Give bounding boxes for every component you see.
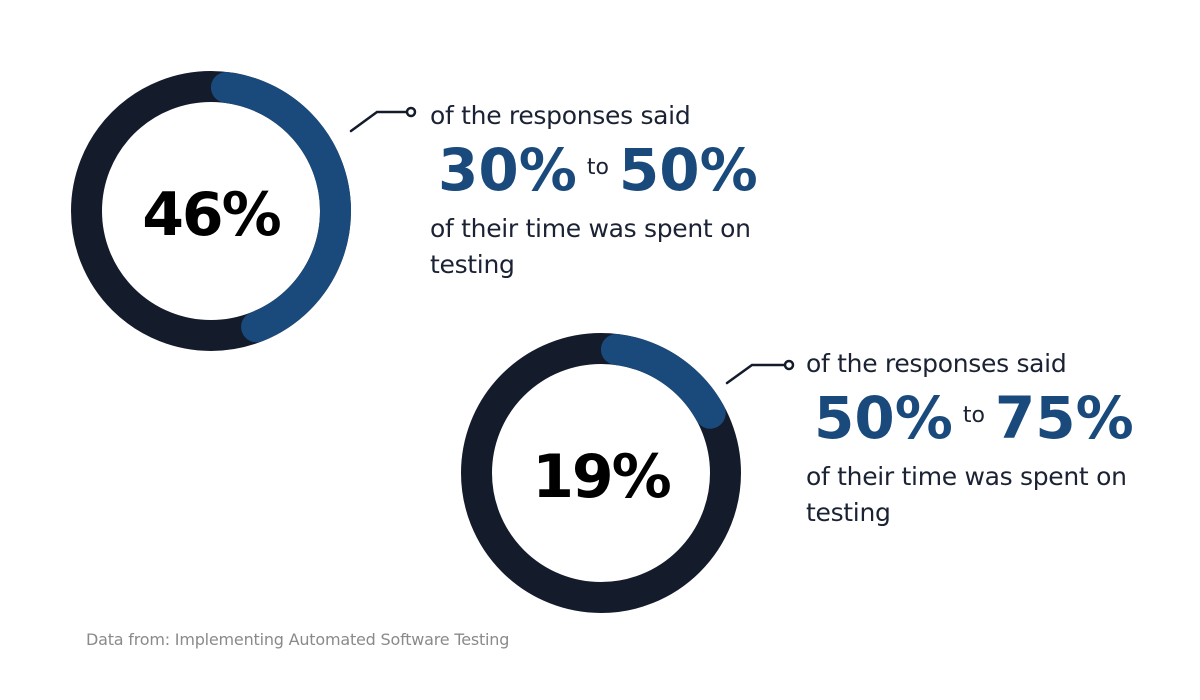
callout-range: 30% to 50%	[438, 137, 770, 203]
connector-dot-icon	[405, 106, 417, 118]
connector-dot-icon	[783, 359, 795, 371]
donut-center-value: 46%	[142, 180, 282, 250]
range-to-word: to	[586, 155, 609, 180]
source-note: Data from: Implementing Automated Softwa…	[86, 630, 510, 649]
callout-connector-line	[349, 106, 417, 133]
range-to: 75%	[994, 384, 1134, 452]
donut-arc-highlight	[71, 71, 351, 351]
range-to: 50%	[618, 136, 758, 204]
callout-tail: of their time was spent on testing	[430, 214, 751, 279]
donut-ring	[461, 333, 741, 613]
donut-center-value: 19%	[532, 442, 672, 512]
callout-text-1: of the responses said 30% to 50% of thei…	[430, 101, 770, 283]
donut-ring	[71, 71, 351, 351]
range-from: 50%	[814, 384, 953, 452]
callout-lead: of the responses said	[430, 101, 691, 130]
range-to-word: to	[962, 403, 985, 428]
donut-arc-highlight	[461, 333, 741, 613]
callout-tail: of their time was spent on testing	[806, 462, 1127, 527]
donut-chart-19: 19%	[460, 332, 742, 614]
callout-text-2: of the responses said 50% to 75% of thei…	[806, 349, 1146, 531]
donut-chart-46: 46%	[70, 70, 352, 352]
callout-connector-line	[725, 359, 795, 385]
callout-range: 50% to 75%	[814, 385, 1146, 451]
range-from: 30%	[438, 136, 577, 204]
callout-lead: of the responses said	[806, 349, 1067, 378]
